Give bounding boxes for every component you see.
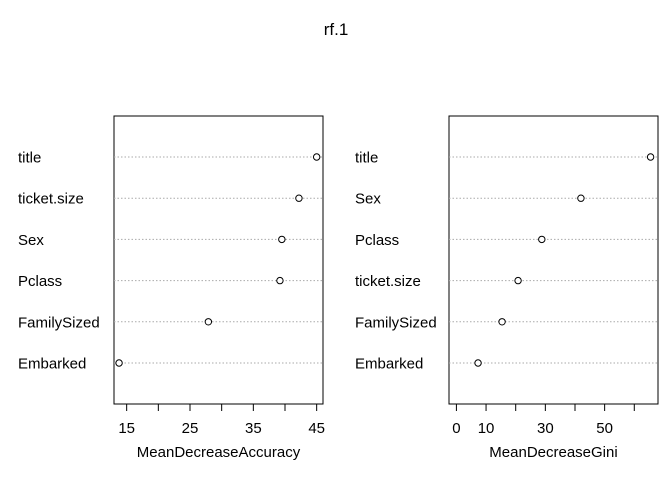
plot-frame bbox=[448, 115, 659, 405]
data-point bbox=[514, 276, 522, 285]
data-point bbox=[278, 235, 286, 244]
x-axis-label: MeanDecreaseGini bbox=[489, 444, 617, 461]
row-label: title bbox=[18, 150, 41, 167]
data-point bbox=[115, 359, 123, 367]
data-point bbox=[295, 194, 303, 202]
data-point bbox=[474, 359, 482, 367]
data-point bbox=[276, 276, 284, 285]
plot-frame bbox=[113, 115, 324, 405]
row-label: Pclass bbox=[18, 273, 62, 290]
plot-title: rf.1 bbox=[324, 20, 349, 39]
gini-panel: title Sex Pclass ticket.size FamilySized Emba… bbox=[355, 115, 659, 461]
x-axis-label: MeanDecreaseAccuracy bbox=[137, 444, 301, 461]
accuracy-panel: title ticket.size Sex Pclass FamilySized Emba… bbox=[18, 115, 325, 461]
row-label: FamilySized bbox=[355, 314, 437, 331]
x-tick-label: 0 bbox=[452, 420, 460, 437]
row-label: Embarked bbox=[355, 356, 423, 373]
x-tick-label: 15 bbox=[118, 420, 135, 437]
row-label: Sex bbox=[18, 232, 44, 249]
x-tick-label: 25 bbox=[182, 420, 199, 437]
x-tick-label: 10 bbox=[478, 420, 495, 437]
data-point bbox=[577, 194, 585, 202]
x-tick-label: 50 bbox=[596, 420, 613, 437]
data-point bbox=[312, 153, 321, 161]
row-label: ticket.size bbox=[18, 191, 84, 208]
row-label: Pclass bbox=[355, 232, 399, 249]
row-label: ticket.size bbox=[355, 273, 421, 290]
row-label: Sex bbox=[355, 191, 381, 208]
x-tick-label: 45 bbox=[308, 420, 325, 437]
row-label: Embarked bbox=[18, 356, 86, 373]
data-point bbox=[204, 318, 213, 326]
data-point bbox=[538, 235, 546, 244]
data-point bbox=[646, 153, 655, 161]
x-tick-label: 35 bbox=[245, 420, 262, 437]
data-point bbox=[498, 318, 506, 326]
row-label: title bbox=[355, 150, 378, 167]
x-tick-label: 30 bbox=[537, 420, 554, 437]
row-label: FamilySized bbox=[18, 314, 100, 331]
